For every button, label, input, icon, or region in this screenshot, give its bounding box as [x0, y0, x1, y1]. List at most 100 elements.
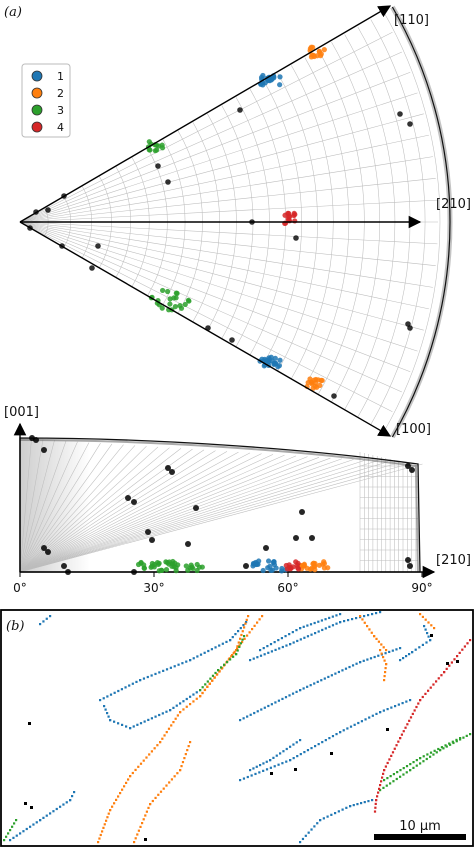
grain-boundary-1 [142, 677, 146, 680]
grain-boundary-4 [384, 765, 387, 768]
grain-boundary-1 [291, 631, 294, 634]
grain-boundary-1 [107, 715, 110, 718]
grain-boundary-1 [296, 639, 299, 643]
sector-outline [390, 5, 453, 439]
grain-boundary-2 [170, 778, 174, 781]
grain-boundary-1 [124, 686, 127, 689]
grain-boundary-1 [259, 654, 263, 657]
grain-boundary-1 [382, 709, 385, 712]
grain-boundary-2 [117, 795, 120, 798]
grain-boundary-4 [432, 683, 435, 686]
grain-3-point [159, 287, 166, 294]
axis-110-arrow [19, 5, 392, 223]
grain-boundary-1 [345, 806, 348, 809]
grain-boundary-3 [433, 749, 436, 752]
lower-grid-ray [19, 455, 297, 573]
grain-boundary-1 [409, 699, 412, 702]
grain-boundary-2 [111, 805, 114, 808]
grain-boundary-1 [281, 762, 284, 765]
grain-boundary-1 [360, 720, 364, 723]
grain-1-point [276, 363, 282, 369]
grain-boundary-1 [306, 749, 310, 752]
grain-3-point [149, 563, 155, 569]
grain-boundary-4 [386, 761, 389, 765]
lower-points [29, 435, 415, 575]
grain-boundary-2 [195, 697, 198, 700]
grain-boundary-3 [459, 737, 462, 740]
grain-boundary-2 [377, 640, 380, 643]
grain-1-point [273, 565, 279, 571]
grain-boundary-3 [448, 742, 451, 745]
other-point [405, 463, 411, 469]
grain-boundary-3 [206, 680, 209, 683]
grain-boundary-2 [231, 654, 234, 657]
grain-boundary-2 [256, 621, 259, 624]
grain-boundary-4 [411, 712, 414, 716]
lower-grid-ray [19, 453, 262, 573]
grain-boundary-1 [277, 699, 281, 702]
grain-boundary-1 [49, 615, 52, 618]
grain-boundary-1 [242, 777, 246, 780]
grain-1-point [260, 567, 266, 574]
grain-boundary-1 [214, 646, 217, 649]
grain-boundary-1 [397, 703, 400, 706]
grain-boundary-1 [310, 633, 313, 636]
grain-boundary-1 [335, 622, 338, 625]
grain-boundary-1 [335, 614, 338, 617]
grain-boundary-1 [189, 659, 192, 662]
lower-grid-ray [19, 457, 331, 573]
grain-boundary-2 [142, 759, 145, 762]
grain-boundary-3 [220, 666, 223, 669]
tick-label-0: 0° [13, 581, 27, 595]
grain-boundary-3 [429, 751, 433, 754]
grain-boundary-1 [62, 803, 65, 806]
other-point [331, 393, 337, 399]
grain-boundary-4 [380, 780, 383, 783]
sector-grid-ray [19, 221, 402, 393]
grain-boundary-2 [370, 631, 373, 634]
grain-boundary-3 [238, 645, 241, 648]
grain-1-point [265, 558, 272, 564]
grain-boundary-4 [397, 740, 400, 743]
grain-boundary-2 [151, 799, 154, 803]
grain-boundary-3 [386, 777, 389, 780]
grain-boundary-2 [147, 806, 150, 809]
other-boundary-speck [386, 728, 389, 731]
label-110: [110] [394, 13, 429, 28]
grain-boundary-4 [463, 645, 466, 648]
grain-boundary-1 [322, 817, 325, 820]
other-point [41, 447, 47, 453]
grain-boundary-4 [421, 695, 424, 699]
grain-boundary-1 [411, 651, 414, 654]
grain-3-point [199, 564, 205, 570]
grain-boundary-1 [165, 668, 169, 671]
grain-boundary-1 [395, 648, 398, 651]
grain-boundary-2 [258, 618, 261, 621]
grain-boundary-1 [169, 666, 172, 669]
grain-boundary-1 [19, 832, 22, 835]
grain-boundary-2 [162, 787, 165, 790]
grain-boundary-3 [211, 674, 215, 677]
grain-boundary-3 [235, 653, 238, 656]
grain-boundary-2 [241, 630, 244, 633]
grain-boundary-1 [386, 708, 389, 711]
grain-boundary-1 [357, 721, 360, 725]
grain-boundary-1 [306, 685, 309, 688]
grain-boundary-4 [383, 769, 386, 772]
grain-boundary-3 [452, 741, 455, 745]
grain-boundary-1 [150, 717, 154, 720]
grain-boundary-1 [117, 689, 120, 693]
grain-boundary-3 [209, 677, 212, 680]
lower-grid-ray [19, 462, 412, 573]
grain-boundary-1 [179, 702, 182, 705]
grain-boundaries [3, 611, 472, 844]
grain-boundary-1 [284, 696, 288, 699]
grain-boundary-2 [244, 622, 247, 625]
grain-boundary-1 [423, 625, 426, 628]
grain-boundary-1 [373, 655, 376, 659]
other-point [131, 499, 137, 505]
grain-boundary-2 [247, 615, 250, 618]
grain-boundary-2 [368, 628, 371, 631]
grain-boundary-1 [32, 823, 35, 826]
lower-outline-shadow [19, 439, 419, 573]
